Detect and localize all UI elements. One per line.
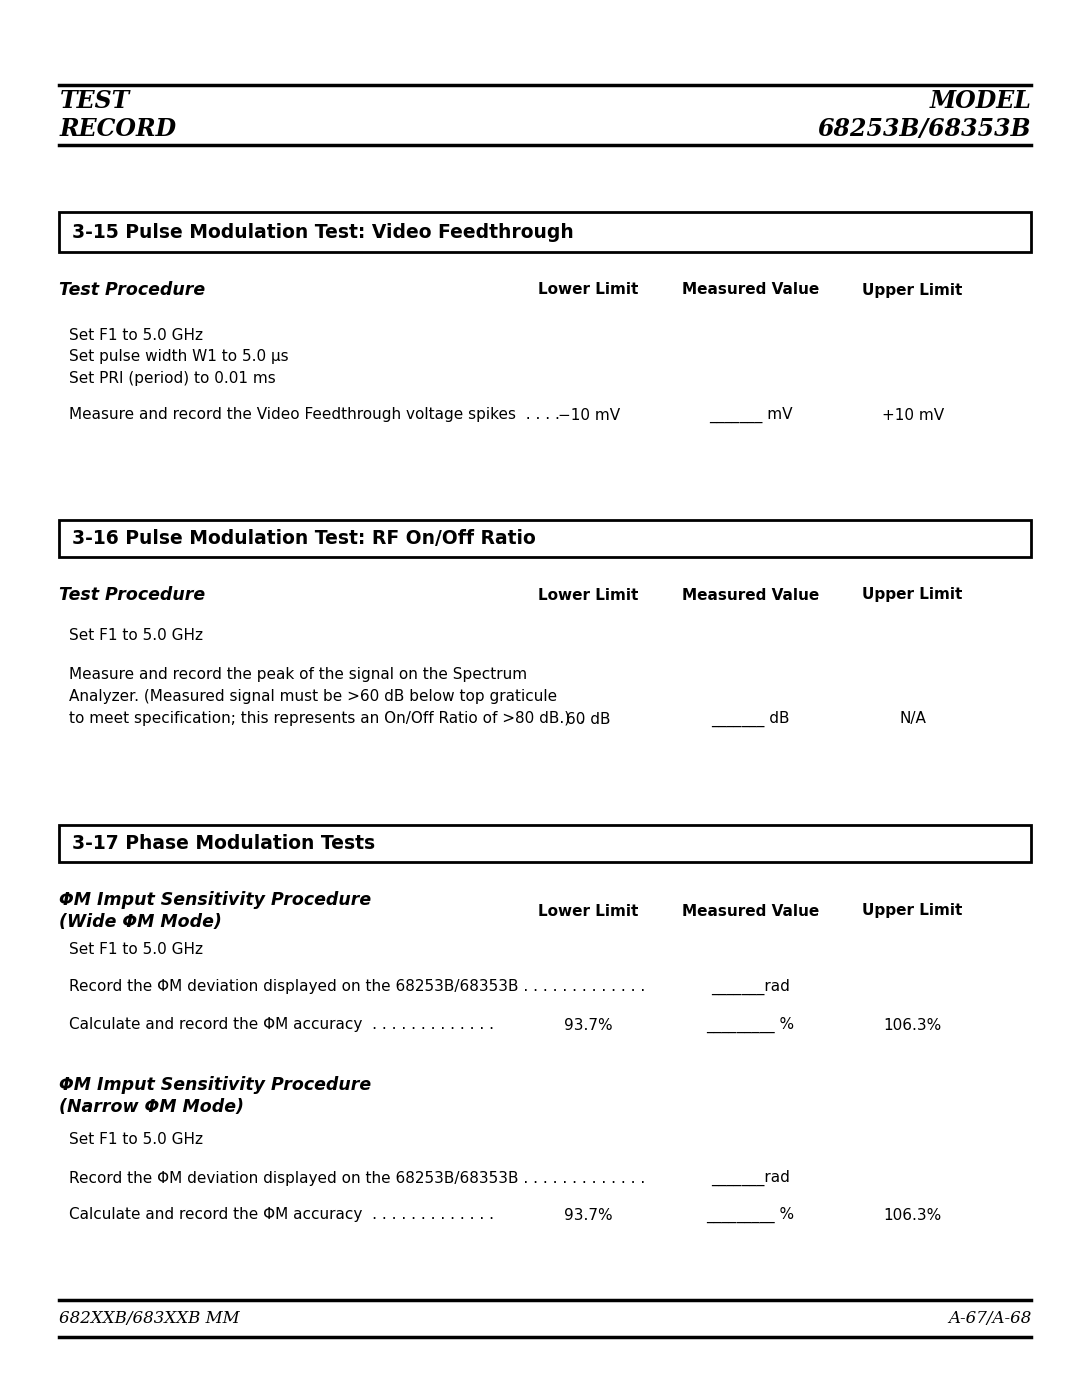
Bar xyxy=(59,826,1031,862)
Text: _________ %: _________ % xyxy=(706,1207,795,1224)
Text: 3-17 Phase Modulation Tests: 3-17 Phase Modulation Tests xyxy=(72,834,376,854)
Text: 682XXB/683XXB MM: 682XXB/683XXB MM xyxy=(59,1310,240,1327)
Text: Analyzer. (Measured signal must be >60 dB below top graticule: Analyzer. (Measured signal must be >60 d… xyxy=(69,690,557,704)
Text: 3-15 Pulse Modulation Test: Video Feedthrough: 3-15 Pulse Modulation Test: Video Feedth… xyxy=(72,222,575,242)
Text: Upper Limit: Upper Limit xyxy=(863,282,962,298)
Text: _________ %: _________ % xyxy=(706,1017,795,1034)
Text: RECORD: RECORD xyxy=(59,117,176,141)
Text: Lower Limit: Lower Limit xyxy=(539,282,638,298)
Text: 106.3%: 106.3% xyxy=(883,1207,942,1222)
Text: Measured Value: Measured Value xyxy=(681,904,820,918)
Text: to meet specification; this represents an On/Off Ratio of >80 dB.)  .: to meet specification; this represents a… xyxy=(69,711,585,726)
Text: 68253B/68353B: 68253B/68353B xyxy=(818,117,1031,141)
Text: N/A: N/A xyxy=(900,711,926,726)
Text: _______ mV: _______ mV xyxy=(708,407,793,423)
Text: Set F1 to 5.0 GHz: Set F1 to 5.0 GHz xyxy=(69,627,203,643)
Text: Set F1 to 5.0 GHz: Set F1 to 5.0 GHz xyxy=(69,943,203,957)
Text: Measured Value: Measured Value xyxy=(681,282,820,298)
Text: 93.7%: 93.7% xyxy=(564,1017,613,1032)
Text: 3-16 Pulse Modulation Test: RF On/Off Ratio: 3-16 Pulse Modulation Test: RF On/Off Ra… xyxy=(72,529,536,548)
Text: −10 mV: −10 mV xyxy=(557,408,620,422)
Text: Set F1 to 5.0 GHz: Set F1 to 5.0 GHz xyxy=(69,1133,203,1147)
Text: Set pulse width W1 to 5.0 μs: Set pulse width W1 to 5.0 μs xyxy=(69,349,289,365)
Text: 93.7%: 93.7% xyxy=(564,1207,613,1222)
Bar xyxy=(59,212,1031,251)
Text: Measure and record the Video Feedthrough voltage spikes  . . . .: Measure and record the Video Feedthrough… xyxy=(69,408,561,422)
Text: Test Procedure: Test Procedure xyxy=(59,585,205,604)
Text: ΦM Imput Sensitivity Procedure: ΦM Imput Sensitivity Procedure xyxy=(59,1076,372,1094)
Text: Record the ΦM deviation displayed on the 68253B/68353B . . . . . . . . . . . . .: Record the ΦM deviation displayed on the… xyxy=(69,979,646,995)
Text: Record the ΦM deviation displayed on the 68253B/68353B . . . . . . . . . . . . .: Record the ΦM deviation displayed on the… xyxy=(69,1171,646,1186)
Text: Set F1 to 5.0 GHz: Set F1 to 5.0 GHz xyxy=(69,327,203,342)
Bar xyxy=(59,520,1031,557)
Text: MODEL: MODEL xyxy=(930,89,1031,113)
Text: Lower Limit: Lower Limit xyxy=(539,588,638,602)
Text: Set PRI (period) to 0.01 ms: Set PRI (period) to 0.01 ms xyxy=(69,372,276,387)
Text: (Wide ΦM Mode): (Wide ΦM Mode) xyxy=(59,914,222,930)
Text: 60 dB: 60 dB xyxy=(566,711,611,726)
Text: Measure and record the peak of the signal on the Spectrum: Measure and record the peak of the signa… xyxy=(69,668,527,683)
Text: _______rad: _______rad xyxy=(711,1169,791,1186)
Text: _______rad: _______rad xyxy=(711,979,791,995)
Text: Upper Limit: Upper Limit xyxy=(863,588,962,602)
Text: ΦM Imput Sensitivity Procedure: ΦM Imput Sensitivity Procedure xyxy=(59,891,372,909)
Text: TEST: TEST xyxy=(59,89,130,113)
Text: Calculate and record the ΦM accuracy  . . . . . . . . . . . . .: Calculate and record the ΦM accuracy . .… xyxy=(69,1207,495,1222)
Text: A-67/A-68: A-67/A-68 xyxy=(948,1310,1031,1327)
Text: Calculate and record the ΦM accuracy  . . . . . . . . . . . . .: Calculate and record the ΦM accuracy . .… xyxy=(69,1017,495,1032)
Text: _______ dB: _______ dB xyxy=(712,711,789,726)
Text: Upper Limit: Upper Limit xyxy=(863,904,962,918)
Text: Lower Limit: Lower Limit xyxy=(539,904,638,918)
Text: (Narrow ΦM Mode): (Narrow ΦM Mode) xyxy=(59,1098,244,1116)
Text: Test Procedure: Test Procedure xyxy=(59,281,205,299)
Text: Measured Value: Measured Value xyxy=(681,588,820,602)
Text: 106.3%: 106.3% xyxy=(883,1017,942,1032)
Text: +10 mV: +10 mV xyxy=(881,408,944,422)
